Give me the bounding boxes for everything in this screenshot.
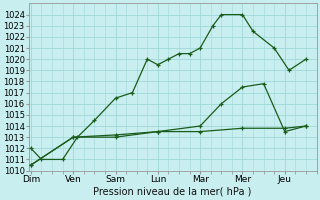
X-axis label: Pression niveau de la mer( hPa ): Pression niveau de la mer( hPa ) [93,187,252,197]
